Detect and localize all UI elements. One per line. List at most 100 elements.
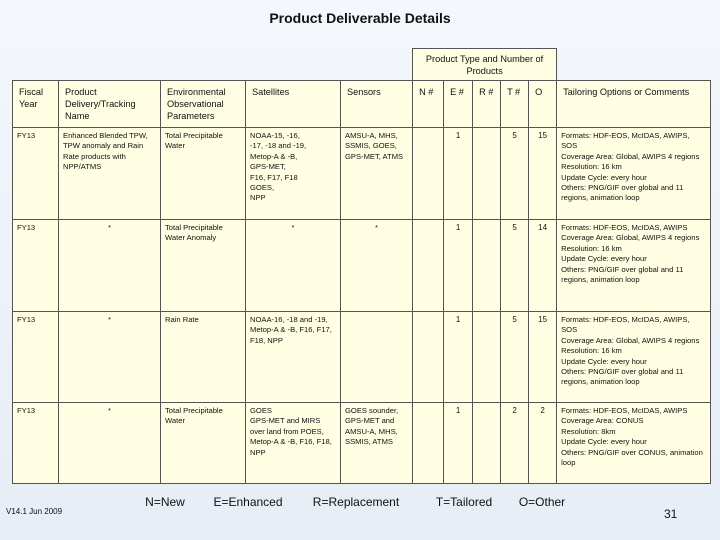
table-cell: GOES GPS-MET and MIRS over land from POES… — [245, 402, 341, 484]
cell-line: Coverage Area: Global, AWIPS 4 regions — [561, 151, 700, 161]
table-cell — [412, 311, 445, 403]
cell-line: F16, F17, F18 — [250, 172, 298, 182]
table-cell: FY13 — [12, 219, 59, 312]
column-header: Satellites — [245, 80, 341, 128]
table-cell — [472, 402, 502, 484]
table-cell: * — [58, 311, 161, 403]
cell-line: Resolution: 16 km — [561, 243, 622, 253]
legend-item: O=Other — [518, 495, 566, 509]
table-cell — [472, 219, 502, 312]
cell-line: Update Cycle: every hour — [561, 356, 647, 366]
table-row: FY13 * Total Precipitable Water Anomaly * * 1… — [12, 219, 712, 312]
cell-line: GPS-MET, — [250, 162, 286, 172]
table-cell: * — [58, 219, 161, 312]
table-cell: Total Precipitable Water Anomaly — [160, 219, 246, 312]
table-cell: FY13 — [12, 402, 59, 484]
column-header: Product Delivery/Tracking Name — [58, 80, 161, 128]
cell-line: Others: PNG/GIF over CONUS, animation lo… — [561, 447, 703, 468]
table-cell — [412, 127, 445, 220]
table-cell: FY13 — [12, 127, 59, 220]
cell-line: Coverage Area: Global, AWIPS 4 regions — [561, 335, 700, 345]
table-cell: Formats: HDF-EOS, McIDAS, AWIPS, SOS Cove… — [556, 127, 712, 220]
table-cell: 5 — [500, 311, 530, 403]
cell-line: Formats: HDF-EOS, McIDAS, AWIPS — [561, 223, 688, 232]
table-cell: GOES sounder, GPS-MET and AMSU-A, MHS, SS… — [339, 402, 414, 484]
table-cell: * — [245, 219, 341, 312]
cell-line: NOAA-15, -16, — [250, 131, 300, 140]
cell-line: Formats: HDF-EOS, McIDAS, AWIPS — [561, 406, 688, 415]
cell-line: Update Cycle: every hour — [561, 254, 647, 264]
legend-item: T=Tailored — [435, 495, 493, 509]
table-cell: 15 — [528, 311, 558, 403]
page-number: 31 — [664, 507, 678, 521]
table-cell: 5 — [500, 127, 530, 220]
table-cell: AMSU-A, MHS, SSMIS, GOES, GPS-MET, ATMS — [339, 127, 414, 220]
table-row: FY13 * Total Precipitable Water GOES GPS-MET… — [12, 402, 712, 484]
version: V14.1 Jun 2009 — [6, 507, 63, 516]
column-header: Sensors — [339, 80, 414, 128]
header-row: Fiscal Year Product Delivery/Tracking Nam… — [12, 80, 712, 128]
cell-line: Others: PNG/GIF over global and 11 regio… — [561, 367, 684, 387]
blank-cell — [557, 49, 711, 81]
table-cell: 14 — [528, 219, 558, 312]
cell-line: GOES, — [250, 183, 275, 193]
column-header: R # — [472, 80, 502, 128]
table-cell — [472, 311, 502, 403]
table-cell: 1 — [443, 127, 474, 220]
table-cell — [339, 311, 414, 403]
cell-line: -17, -18 and -19, — [250, 141, 307, 151]
legend-item: R=Replacement — [312, 495, 400, 509]
table-cell: Rain Rate — [160, 311, 246, 403]
legend-item: E=Enhanced — [213, 495, 283, 509]
table-cell: * — [58, 402, 161, 484]
cell-line: Metop-A & -B, — [250, 151, 298, 161]
cell-line: Resolution: 16 km — [561, 162, 622, 172]
table-row: FY13 * Rain Rate NOAA-16, -18 and -19, Meto… — [12, 311, 712, 403]
group-header: Product Type and Number of Products — [412, 48, 558, 81]
cell-line: Others: PNG/GIF over global and 11 regio… — [561, 183, 684, 203]
table-cell — [412, 219, 445, 312]
table-cell: FY13 — [12, 311, 59, 403]
cell-line: Others: PNG/GIF over global and 11 regio… — [561, 264, 684, 285]
table-cell: Formats: HDF-EOS, McIDAS, AWIPS, SOS Cove… — [556, 311, 712, 403]
cell-line: Formats: HDF-EOS, McIDAS, AWIPS, SOS — [561, 315, 690, 335]
table-cell: * — [339, 219, 414, 312]
deliverables-table: Product Type and Number of Products Fisca… — [12, 48, 712, 484]
column-header: Tailoring Options or Comments — [556, 80, 712, 128]
table-cell: NOAA-16, -18 and -19, Metop-A & -B, F16,… — [245, 311, 341, 403]
table-cell: NOAA-15, -16, -17, -18 and -19, Metop-A & … — [245, 127, 341, 220]
cell-line: Coverage Area: Global, AWIPS 4 regions — [561, 233, 700, 243]
column-header: N # — [412, 80, 445, 128]
table-cell: Formats: HDF-EOS, McIDAS, AWIPS Coverage … — [556, 402, 712, 484]
cell-line: Resolution: 16 km — [561, 346, 622, 356]
table-cell: Total Precipitable Water — [160, 127, 246, 220]
column-header: E # — [443, 80, 474, 128]
cell-line: Coverage Area: CONUS — [561, 416, 644, 426]
table-cell: 1 — [443, 402, 474, 484]
table-cell: 15 — [528, 127, 558, 220]
legend-item: N=New — [145, 495, 185, 509]
column-header: Fiscal Year — [12, 80, 59, 128]
table-row: FY13 Enhanced Blended TPW, TPW anomaly an… — [12, 127, 712, 220]
table-cell: Formats: HDF-EOS, McIDAS, AWIPS Coverage … — [556, 219, 712, 312]
cell-line: GPS-MET and AMSU-A, MHS, SSMIS, ATMS — [345, 416, 398, 447]
column-header: T # — [500, 80, 530, 128]
group-header-row: Product Type and Number of Products — [13, 48, 711, 81]
table-cell: 2 — [528, 402, 558, 484]
column-header: O — [528, 80, 558, 128]
table-cell — [472, 127, 502, 220]
table-cell: 1 — [443, 219, 474, 312]
cell-line: GOES — [250, 406, 272, 415]
slide-title: Product Deliverable Details — [269, 10, 451, 26]
table-cell: 5 — [500, 219, 530, 312]
blank-cell — [13, 49, 413, 81]
cell-line: GPS-MET and MIRS over land from POES, Me… — [250, 416, 332, 457]
table-cell: Enhanced Blended TPW, TPW anomaly and Ra… — [58, 127, 161, 220]
cell-line: GOES sounder, — [345, 406, 399, 415]
cell-line: Update Cycle: every hour — [561, 172, 647, 182]
cell-line: Update Cycle: every hour — [561, 437, 647, 447]
table-cell: 1 — [443, 311, 474, 403]
table-cell: Total Precipitable Water — [160, 402, 246, 484]
cell-line: NPP — [250, 193, 266, 203]
